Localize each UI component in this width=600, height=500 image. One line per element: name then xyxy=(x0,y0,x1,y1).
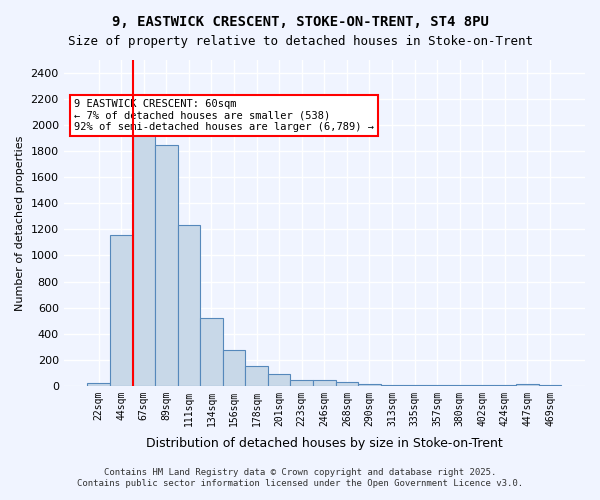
Bar xyxy=(335,382,358,386)
Bar xyxy=(268,374,290,386)
Bar xyxy=(381,385,403,386)
Bar xyxy=(516,384,539,386)
X-axis label: Distribution of detached houses by size in Stoke-on-Trent: Distribution of detached houses by size … xyxy=(146,437,503,450)
Bar xyxy=(88,382,110,386)
Bar xyxy=(110,234,133,386)
Bar xyxy=(200,318,223,386)
Bar xyxy=(539,385,562,386)
Text: Contains HM Land Registry data © Crown copyright and database right 2025.
Contai: Contains HM Land Registry data © Crown c… xyxy=(77,468,523,487)
Bar xyxy=(178,226,200,386)
Text: 9, EASTWICK CRESCENT, STOKE-ON-TRENT, ST4 8PU: 9, EASTWICK CRESCENT, STOKE-ON-TRENT, ST… xyxy=(112,15,488,29)
Bar xyxy=(426,385,448,386)
Bar xyxy=(223,350,245,386)
Text: 9 EASTWICK CRESCENT: 60sqm
← 7% of detached houses are smaller (538)
92% of semi: 9 EASTWICK CRESCENT: 60sqm ← 7% of detac… xyxy=(74,99,374,132)
Y-axis label: Number of detached properties: Number of detached properties xyxy=(15,135,25,310)
Bar xyxy=(471,385,494,386)
Bar xyxy=(313,380,335,386)
Bar xyxy=(133,129,155,386)
Bar xyxy=(358,384,381,386)
Bar xyxy=(155,144,178,386)
Bar xyxy=(403,385,426,386)
Bar xyxy=(290,380,313,386)
Bar xyxy=(245,366,268,386)
Bar xyxy=(494,385,516,386)
Text: Size of property relative to detached houses in Stoke-on-Trent: Size of property relative to detached ho… xyxy=(67,35,533,48)
Bar xyxy=(448,385,471,386)
